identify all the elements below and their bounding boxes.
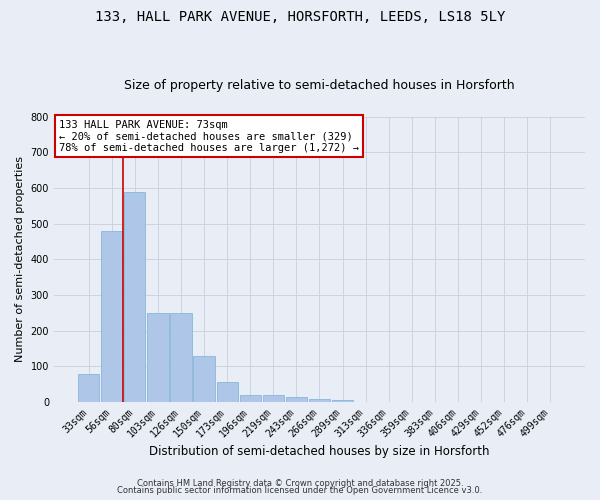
Bar: [332, 400, 353, 402]
Text: Contains public sector information licensed under the Open Government Licence v3: Contains public sector information licen…: [118, 486, 482, 495]
Title: Size of property relative to semi-detached houses in Horsforth: Size of property relative to semi-detach…: [124, 79, 515, 92]
Bar: [239, 395, 261, 402]
Bar: [193, 356, 215, 402]
Bar: [124, 192, 145, 402]
Bar: [263, 395, 284, 402]
Text: 133 HALL PARK AVENUE: 73sqm
← 20% of semi-detached houses are smaller (329)
78% : 133 HALL PARK AVENUE: 73sqm ← 20% of sem…: [59, 120, 359, 153]
X-axis label: Distribution of semi-detached houses by size in Horsforth: Distribution of semi-detached houses by …: [149, 444, 490, 458]
Bar: [147, 313, 169, 402]
Bar: [309, 399, 330, 402]
Bar: [170, 313, 191, 402]
Y-axis label: Number of semi-detached properties: Number of semi-detached properties: [15, 156, 25, 362]
Text: Contains HM Land Registry data © Crown copyright and database right 2025.: Contains HM Land Registry data © Crown c…: [137, 478, 463, 488]
Bar: [101, 231, 122, 402]
Bar: [78, 374, 99, 402]
Bar: [286, 396, 307, 402]
Text: 133, HALL PARK AVENUE, HORSFORTH, LEEDS, LS18 5LY: 133, HALL PARK AVENUE, HORSFORTH, LEEDS,…: [95, 10, 505, 24]
Bar: [217, 382, 238, 402]
